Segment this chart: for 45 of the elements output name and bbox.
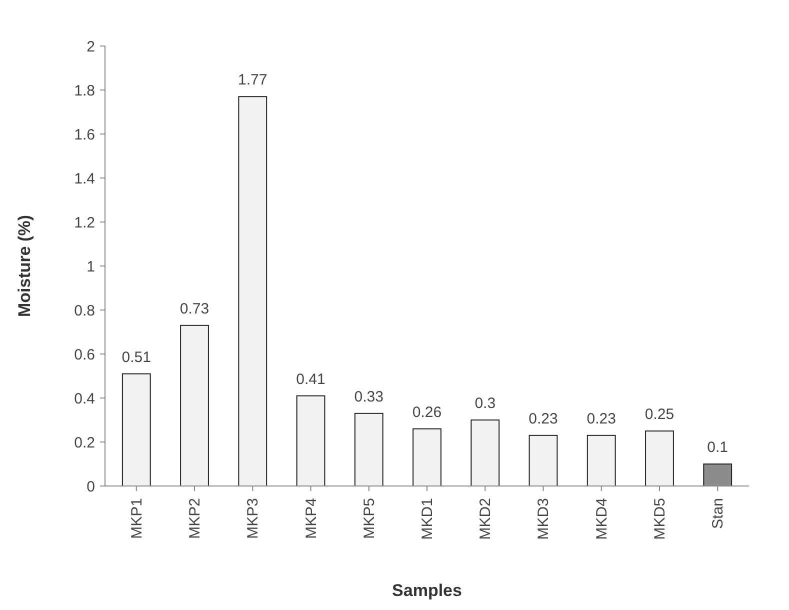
data-label: 0.33	[354, 388, 384, 406]
y-axis-title: Moisture (%)	[15, 215, 34, 317]
x-tick-label: MKD5	[651, 498, 668, 540]
x-tick-label: MKD3	[535, 498, 552, 540]
y-tick-label: 0.4	[74, 390, 95, 408]
bar	[470, 420, 500, 486]
y-tick-label: 1	[86, 258, 95, 276]
y-tick-label: 1.2	[74, 214, 95, 232]
x-tick-label: MKD1	[419, 498, 436, 540]
y-tick-label: 0.8	[74, 302, 95, 320]
bar	[122, 373, 151, 486]
x-tick-label: MKP4	[302, 498, 320, 539]
data-label: 1.77	[238, 72, 268, 89]
y-tick-label: 2	[86, 38, 95, 56]
bar	[586, 434, 616, 486]
bar	[354, 412, 384, 486]
bar	[528, 434, 558, 486]
data-label: 0.3	[474, 395, 496, 412]
bar	[296, 395, 326, 486]
x-tick-label: MKP1	[128, 498, 146, 539]
x-tick-label: MKP2	[186, 498, 204, 539]
x-tick-label: MKP3	[244, 498, 262, 539]
data-label: 0.51	[122, 348, 151, 366]
x-tick-label: Stan	[710, 498, 727, 529]
data-label: 0.26	[412, 404, 442, 421]
x-tick-label: MKP5	[360, 498, 378, 539]
x-axis-title: Samples	[392, 581, 462, 600]
y-tick-label: 0.2	[74, 434, 95, 452]
data-label: 0.73	[180, 300, 210, 318]
data-label: 0.41	[296, 370, 326, 388]
bar	[238, 96, 268, 486]
data-label: 0.1	[707, 439, 728, 456]
y-tick-label: 0.6	[74, 346, 95, 364]
bar	[180, 324, 209, 486]
data-label: 0.25	[644, 406, 674, 423]
y-tick-label: 0	[86, 478, 95, 496]
y-tick-label: 1.4	[74, 170, 95, 188]
bar	[645, 430, 674, 486]
x-tick-label: MKD4	[593, 498, 610, 540]
data-label: 0.23	[528, 410, 558, 428]
y-tick-label: 1.6	[74, 126, 95, 144]
data-label: 0.23	[586, 410, 616, 428]
y-tick-label: 1.8	[74, 82, 95, 100]
bar	[412, 428, 442, 486]
x-tick-label: MKD2	[477, 498, 494, 540]
